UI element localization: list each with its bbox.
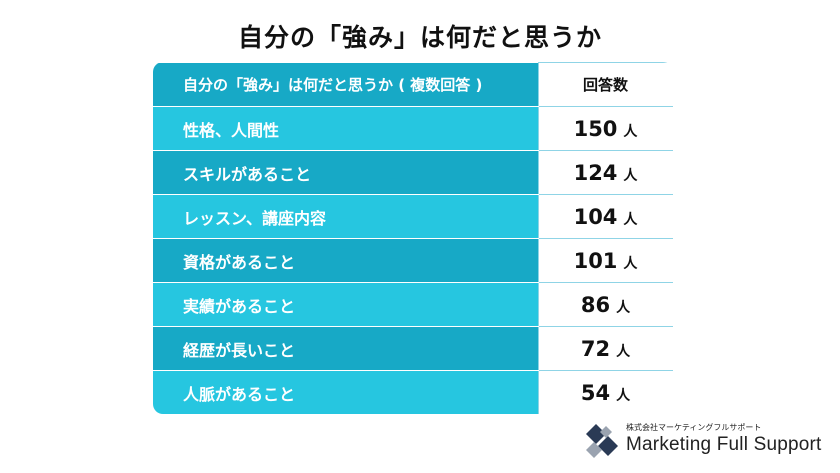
row-unit: 人 <box>623 255 638 272</box>
table-row: 資格があること 101 人 <box>153 238 673 283</box>
row-label: 実績があること <box>153 282 538 327</box>
row-value: 124 人 <box>537 150 673 195</box>
row-number: 124 <box>573 160 618 185</box>
page-title: 自分の「強み」は何だと思うか <box>237 23 602 52</box>
header-value: 回答数 <box>537 62 673 107</box>
row-number: 101 <box>573 248 618 273</box>
table-row: 経歴が長いこと 72 人 <box>153 326 673 371</box>
row-number: 72 <box>580 336 611 361</box>
row-label: 資格があること <box>153 238 538 283</box>
row-value: 86 人 <box>537 282 673 327</box>
row-unit: 人 <box>623 123 638 140</box>
table-row: 性格、人間性 150 人 <box>153 106 673 151</box>
row-value: 54 人 <box>537 370 673 414</box>
logo-mark-icon <box>586 424 618 458</box>
logo-wordmark: Marketing Full Support <box>626 434 822 455</box>
results-table: 自分の「強み」は何だと思うか ( 複数回答 ) 回答数 性格、人間性 150 人 … <box>153 62 673 414</box>
table-row: 実績があること 86 人 <box>153 282 673 327</box>
row-unit: 人 <box>616 343 631 360</box>
row-label: レッスン、講座内容 <box>153 194 538 239</box>
row-unit: 人 <box>623 167 638 184</box>
table-row: スキルがあること 124 人 <box>153 150 673 195</box>
logo-company-name: 株式会社マーケティングフルサポート <box>626 423 762 432</box>
header-label: 自分の「強み」は何だと思うか ( 複数回答 ) <box>153 62 538 107</box>
row-value: 150 人 <box>537 106 673 151</box>
row-value: 101 人 <box>537 238 673 283</box>
row-unit: 人 <box>616 387 631 404</box>
row-unit: 人 <box>623 211 638 228</box>
row-label: 性格、人間性 <box>153 106 538 151</box>
row-value: 104 人 <box>537 194 673 239</box>
row-label: 経歴が長いこと <box>153 326 538 371</box>
row-value: 72 人 <box>537 326 673 371</box>
row-label: スキルがあること <box>153 150 538 195</box>
row-number: 86 <box>580 292 611 317</box>
row-unit: 人 <box>616 299 631 316</box>
row-number: 104 <box>573 204 618 229</box>
table-row: 人脈があること 54 人 <box>153 370 673 414</box>
table-header-row: 自分の「強み」は何だと思うか ( 複数回答 ) 回答数 <box>153 62 673 107</box>
table-row: レッスン、講座内容 104 人 <box>153 194 673 239</box>
row-label: 人脈があること <box>153 370 538 414</box>
company-logo: 株式会社マーケティングフルサポート Marketing Full Support <box>582 420 832 464</box>
row-number: 150 <box>573 116 618 141</box>
row-number: 54 <box>580 380 611 405</box>
